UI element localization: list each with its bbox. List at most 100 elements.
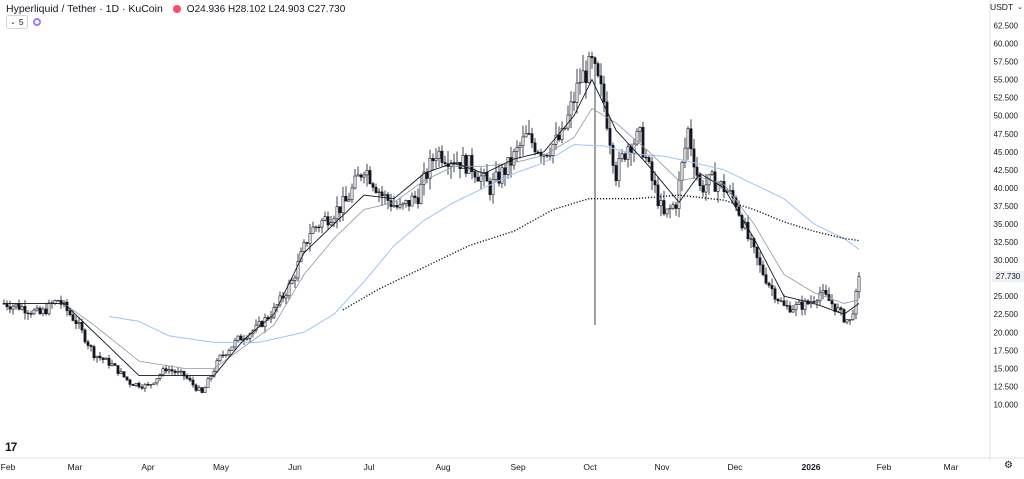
candle-body [44, 308, 48, 315]
candle-body [584, 70, 588, 84]
last-price-label: 27.730 [992, 270, 1024, 282]
candle-body [470, 154, 474, 172]
candle-body [812, 301, 816, 303]
candle-body [524, 133, 528, 138]
candle-body [767, 282, 771, 286]
price-tick-label: 62.500 [994, 22, 1019, 31]
candle-body [746, 221, 750, 240]
candle-body [680, 162, 684, 181]
candle-body [686, 128, 690, 149]
candle-body [245, 338, 249, 340]
candle-body [395, 205, 399, 208]
candle-body [656, 184, 660, 207]
candle-body [821, 290, 825, 294]
candle-body [761, 264, 765, 275]
candle-body [596, 63, 600, 77]
candle-body [230, 346, 234, 351]
candle-body [137, 382, 141, 388]
candle-body [491, 179, 495, 195]
tradingview-logo[interactable]: 17 [5, 440, 17, 454]
candle-body [554, 134, 558, 145]
indicators-count: 5 [18, 17, 24, 27]
market-status-icon [172, 5, 181, 13]
candle-body [749, 238, 753, 240]
candle-body [779, 300, 783, 302]
candle-body [659, 200, 663, 207]
candle-body [158, 374, 162, 379]
candle-body [107, 357, 111, 366]
candle-body [593, 57, 597, 64]
candle-body [716, 184, 720, 192]
candle-body [188, 377, 192, 381]
candle-body [140, 386, 144, 389]
price-tick-label: 32.500 [994, 238, 1019, 247]
currency-selector[interactable]: USDT ⌄ [990, 2, 1023, 12]
ohlc-values: O24.936 H28.102 L24.903 C27.730 [186, 3, 346, 15]
indicator-status-icon[interactable] [32, 18, 41, 26]
candle-body [26, 312, 30, 315]
candle-body [722, 181, 726, 193]
time-tick-label: Jul [364, 462, 375, 472]
candle-body [527, 133, 531, 135]
candle-body [443, 162, 447, 165]
price-tick-label: 37.500 [994, 202, 1019, 211]
candle-body [5, 303, 9, 308]
candle-body [122, 371, 126, 378]
candle-body [500, 167, 504, 184]
candle-body [515, 147, 519, 152]
candle-body [569, 101, 573, 116]
candle-body [146, 384, 150, 386]
indicators-toggle-button[interactable]: ⌄ 5 [6, 15, 28, 29]
candle-body [167, 369, 171, 372]
candle-body [791, 309, 795, 313]
candle-body [764, 274, 768, 284]
candle-body [608, 128, 612, 146]
candle-body [92, 346, 96, 359]
candle-body [431, 158, 435, 162]
candle-body [338, 206, 342, 214]
candle-body [848, 319, 852, 321]
candle-body [638, 126, 642, 132]
candle-body [329, 222, 333, 226]
candle-body [581, 70, 585, 83]
sma-dotted-line [342, 194, 860, 311]
candle-body [560, 128, 564, 141]
price-tick-label: 40.000 [994, 184, 1019, 193]
candle-body [830, 300, 834, 305]
candle-body [800, 301, 804, 310]
candle-body [323, 216, 327, 221]
candle-body [344, 195, 348, 202]
candle-body [512, 151, 516, 166]
candle-body [221, 354, 225, 357]
candle-body [518, 145, 522, 148]
candle-body [617, 158, 621, 182]
candle-body [467, 154, 471, 174]
candle-body [755, 246, 759, 259]
candle-body [284, 295, 288, 299]
candle-body [83, 329, 87, 343]
candle-body [410, 195, 414, 207]
candle-body [653, 180, 657, 186]
candle-body [218, 354, 222, 361]
candle-body [86, 341, 90, 346]
candle-body [689, 128, 693, 150]
candle-body [392, 205, 396, 207]
settings-icon[interactable]: ⚙ [1004, 460, 1013, 471]
price-tick-label: 47.500 [994, 130, 1019, 139]
candle-body [506, 157, 510, 176]
symbol-title[interactable]: Hyperliquid / Tether · 1D · KuCoin [6, 3, 163, 15]
ema-slow-line [4, 107, 860, 369]
candle-body [14, 303, 18, 307]
candle-body [317, 226, 321, 229]
chevron-down-icon: ⌄ [1017, 4, 1024, 11]
candle-body [572, 101, 576, 103]
candle-body [641, 126, 645, 158]
candle-body [383, 194, 387, 197]
candle-body [239, 335, 243, 341]
candle-body [476, 176, 480, 182]
candle-body [854, 291, 858, 315]
candle-body [740, 215, 744, 229]
candle-body [533, 142, 537, 153]
